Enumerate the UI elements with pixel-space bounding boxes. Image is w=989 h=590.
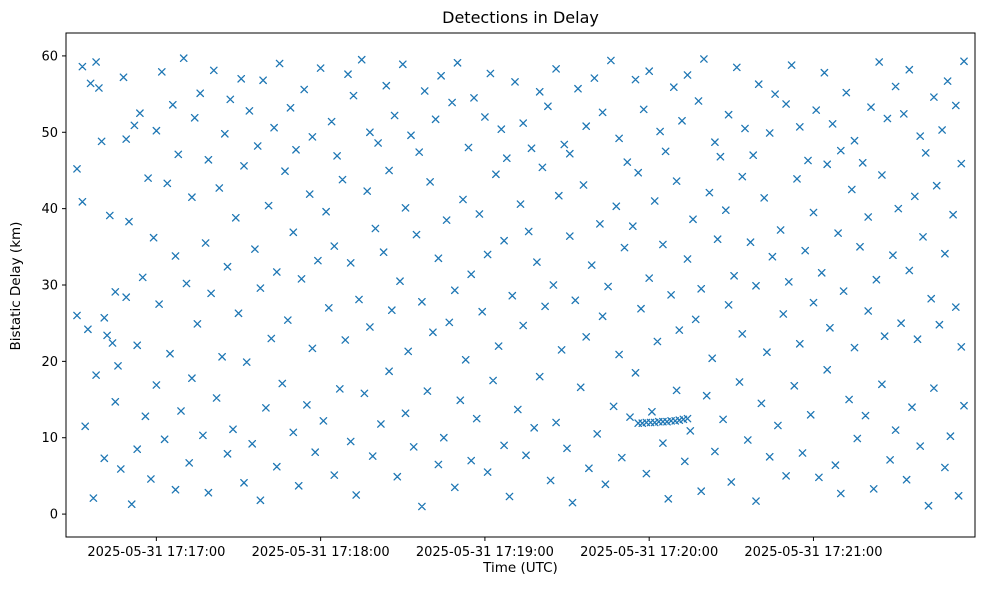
chart-title: Detections in Delay [442, 8, 599, 27]
y-tick-label: 40 [41, 202, 58, 217]
x-axis-label: Time (UTC) [483, 560, 558, 576]
y-tick-label: 10 [41, 431, 58, 446]
y-tick-label: 50 [41, 126, 58, 141]
y-tick-label: 30 [41, 279, 58, 294]
y-tick-label: 0 [50, 508, 58, 523]
x-tick-label: 2025-05-31 17:17:00 [87, 545, 225, 560]
x-tick-label: 2025-05-31 17:21:00 [744, 545, 882, 560]
scatter-markers [73, 54, 968, 511]
y-tick-label: 60 [41, 49, 58, 64]
y-tick-label: 20 [41, 355, 58, 370]
x-tick-label: 2025-05-31 17:19:00 [416, 545, 554, 560]
x-tick-label: 2025-05-31 17:20:00 [580, 545, 718, 560]
x-tick-label: 2025-05-31 17:18:00 [252, 545, 390, 560]
